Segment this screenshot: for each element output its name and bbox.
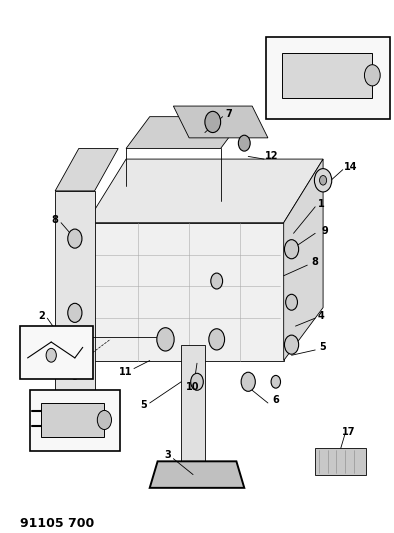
Polygon shape	[126, 117, 244, 149]
Text: 16: 16	[74, 335, 87, 344]
Circle shape	[97, 410, 112, 430]
Text: 11: 11	[119, 367, 133, 377]
Bar	[30, 390, 120, 451]
Text: 17: 17	[342, 427, 355, 437]
Bar	[20, 326, 93, 379]
Text: 10: 10	[186, 382, 199, 392]
Circle shape	[191, 373, 203, 390]
Circle shape	[364, 64, 380, 86]
Text: 15: 15	[269, 102, 282, 110]
Text: 4: 4	[318, 311, 325, 320]
Polygon shape	[284, 159, 323, 361]
Circle shape	[205, 111, 221, 133]
Text: 6: 6	[272, 395, 279, 405]
Polygon shape	[181, 345, 205, 466]
Text: 15: 15	[269, 104, 282, 113]
Text: 5: 5	[140, 400, 147, 409]
Circle shape	[284, 335, 299, 354]
Polygon shape	[173, 106, 268, 138]
Bar	[266, 37, 390, 119]
Polygon shape	[150, 462, 244, 488]
Text: 3: 3	[164, 450, 171, 460]
Circle shape	[46, 349, 56, 362]
Circle shape	[209, 329, 225, 350]
Circle shape	[211, 273, 223, 289]
Text: 13: 13	[104, 438, 117, 447]
Circle shape	[56, 330, 66, 343]
Circle shape	[284, 240, 299, 259]
Polygon shape	[315, 448, 366, 474]
Text: 16: 16	[76, 335, 89, 344]
Circle shape	[68, 229, 82, 248]
Circle shape	[271, 375, 281, 388]
Text: 9: 9	[322, 225, 329, 236]
Circle shape	[69, 363, 81, 379]
Circle shape	[68, 303, 82, 322]
Text: 91105 700: 91105 700	[20, 517, 94, 530]
Text: 1: 1	[318, 199, 325, 209]
Text: 12: 12	[265, 151, 279, 161]
Circle shape	[320, 175, 327, 185]
Text: 14: 14	[344, 162, 357, 172]
Circle shape	[286, 294, 297, 310]
Text: 5: 5	[320, 342, 327, 352]
Polygon shape	[282, 53, 372, 98]
Circle shape	[314, 168, 332, 192]
Polygon shape	[87, 159, 323, 223]
Polygon shape	[41, 403, 104, 438]
Polygon shape	[55, 149, 118, 191]
Text: 2: 2	[38, 311, 45, 320]
Text: 7: 7	[225, 109, 232, 119]
Text: 8: 8	[312, 257, 319, 268]
Circle shape	[238, 135, 250, 151]
Polygon shape	[87, 223, 284, 361]
Circle shape	[241, 372, 255, 391]
Text: 8: 8	[52, 215, 59, 225]
Circle shape	[157, 328, 174, 351]
Polygon shape	[55, 191, 95, 392]
